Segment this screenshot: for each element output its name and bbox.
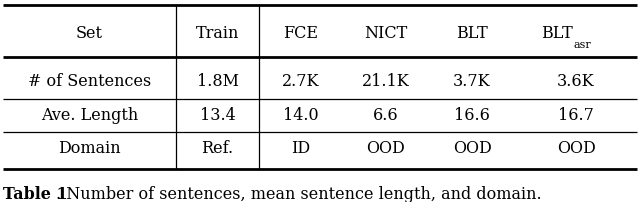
Text: NICT: NICT bbox=[364, 25, 407, 42]
Text: 16.7: 16.7 bbox=[558, 107, 594, 124]
Text: 1.8M: 1.8M bbox=[196, 73, 239, 90]
Text: asr: asr bbox=[573, 40, 591, 50]
Text: 16.6: 16.6 bbox=[454, 107, 490, 124]
Text: BLT: BLT bbox=[456, 25, 488, 42]
Text: 13.4: 13.4 bbox=[200, 107, 236, 124]
Text: # of Sentences: # of Sentences bbox=[28, 73, 151, 90]
Text: Ref.: Ref. bbox=[202, 140, 234, 157]
Text: ID: ID bbox=[291, 140, 310, 157]
Text: 6.6: 6.6 bbox=[372, 107, 399, 124]
Text: Ave. Length: Ave. Length bbox=[41, 107, 138, 124]
Text: 3.6K: 3.6K bbox=[557, 73, 595, 90]
Text: BLT: BLT bbox=[541, 25, 573, 42]
Text: OOD: OOD bbox=[452, 140, 492, 157]
Text: . Number of sentences, mean sentence length, and domain.: . Number of sentences, mean sentence len… bbox=[56, 186, 541, 202]
Text: FCE: FCE bbox=[284, 25, 318, 42]
Text: Set: Set bbox=[76, 25, 103, 42]
Text: Domain: Domain bbox=[58, 140, 121, 157]
Text: 2.7K: 2.7K bbox=[282, 73, 319, 90]
Text: 3.7K: 3.7K bbox=[453, 73, 491, 90]
Text: 21.1K: 21.1K bbox=[362, 73, 410, 90]
Text: OOD: OOD bbox=[366, 140, 405, 157]
Text: Table 1: Table 1 bbox=[3, 186, 68, 202]
Text: Train: Train bbox=[196, 25, 239, 42]
Text: 14.0: 14.0 bbox=[283, 107, 319, 124]
Text: OOD: OOD bbox=[557, 140, 595, 157]
